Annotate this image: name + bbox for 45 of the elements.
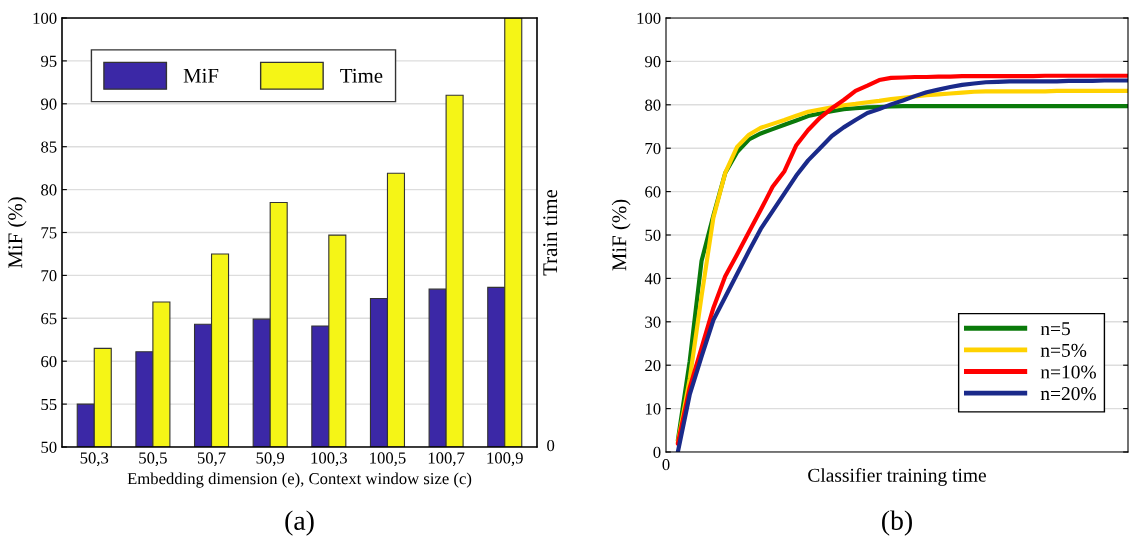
y-tick-label: 90: [41, 98, 57, 110]
y-tick-label: 30: [645, 316, 661, 328]
text: 0: [662, 458, 670, 471]
text: (b): [882, 510, 912, 536]
y-tick-label: 95: [41, 55, 57, 67]
y-tick-label: 70: [41, 270, 57, 282]
legend-label: n=20%: [1040, 387, 1096, 401]
y-axis-title: MiF (%): [611, 199, 631, 271]
y-tick-label: 70: [645, 142, 661, 155]
x-tick-label: 100,7: [428, 452, 465, 466]
y-tick-label: 85: [41, 141, 57, 153]
x-tick-label: 100,9: [487, 452, 523, 466]
y-tick-label: 80: [41, 184, 57, 196]
y2-axis-title: Train time: [543, 189, 558, 276]
y-tick-label: 75: [41, 227, 57, 239]
x-axis-title: Embedding dimension (e), Context window size (c): [127, 472, 472, 488]
x-axis-title: Classifier training time: [808, 467, 986, 486]
y-tick-label: 80: [645, 99, 661, 111]
y-tick-label: 20: [645, 359, 661, 372]
legend-label: n=10%: [1040, 365, 1096, 379]
y-tick-label: 60: [645, 186, 661, 198]
y-tick-label: 65: [41, 313, 57, 325]
y-axis-title: MiF (%): [7, 197, 27, 269]
y-tick-label: 100: [33, 12, 57, 24]
y-tick-label: 10: [645, 403, 661, 415]
y-tick-label: 50: [41, 441, 57, 453]
x-tick-label: 50,3: [80, 452, 109, 466]
y-tick-label: 60: [41, 355, 57, 368]
legend-label: n=5%: [1040, 343, 1087, 357]
y-tick-label: 50: [645, 229, 661, 241]
text: (a): [285, 510, 314, 536]
x-tick-label: 100,3: [311, 452, 347, 466]
y-tick-label: 90: [645, 56, 661, 68]
x-tick-label: 50,7: [197, 452, 226, 466]
legend-label: Time: [340, 68, 383, 83]
y-tick-label: 100: [637, 12, 661, 24]
legend-label: MiF: [183, 68, 219, 83]
y-tick-label: 0: [653, 446, 661, 458]
y-tick-label: 40: [644, 273, 661, 285]
text: 0: [547, 439, 555, 452]
y-tick-label: 55: [41, 398, 57, 411]
x-tick-label: 100,5: [370, 452, 406, 466]
x-tick-label: 50,5: [139, 452, 167, 466]
x-tick-label: 50,9: [256, 452, 285, 466]
legend-label: n=5: [1040, 322, 1070, 336]
